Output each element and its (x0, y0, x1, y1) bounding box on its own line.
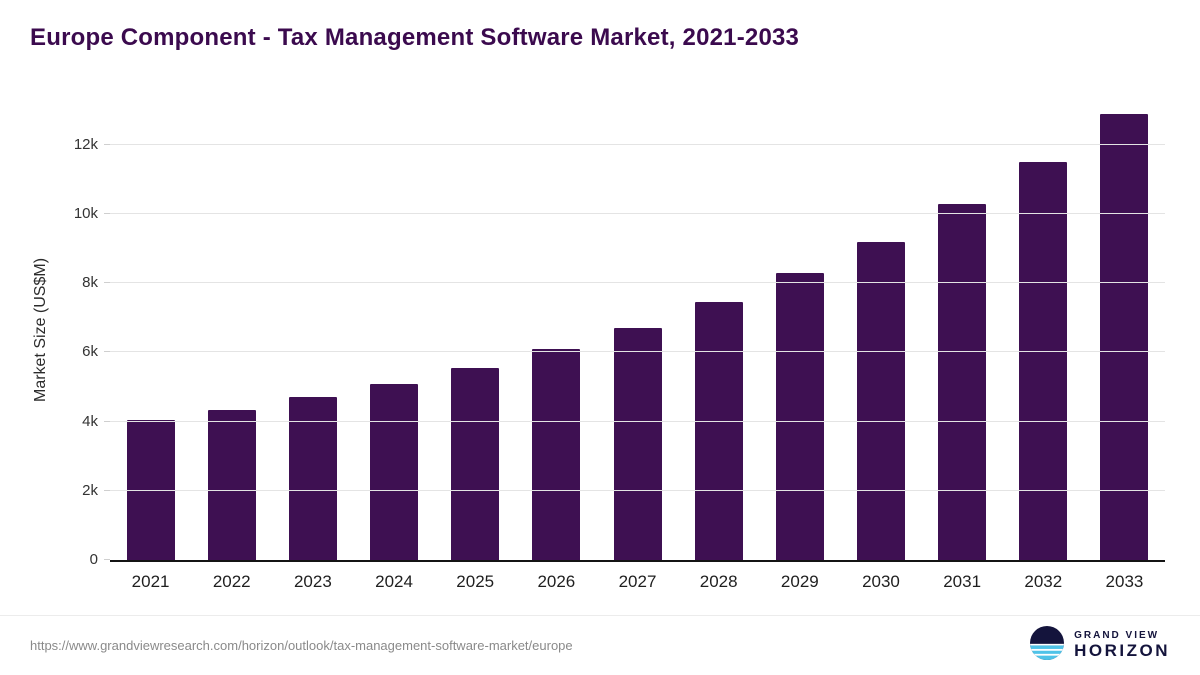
bar-2028 (694, 302, 743, 560)
bar-slot (272, 100, 353, 560)
gridline (110, 144, 1165, 145)
page-title: Europe Component - Tax Management Softwa… (30, 24, 800, 51)
x-tick-label: 2029 (780, 572, 819, 591)
x-tick-label: 2024 (375, 572, 413, 591)
bar-slot (1003, 100, 1084, 560)
x-tick-label: 2027 (618, 572, 657, 591)
bar-slot (110, 100, 191, 560)
bar-slot (353, 100, 434, 560)
x-tick-label: 2023 (293, 572, 332, 591)
footer: https://www.grandviewresearch.com/horizo… (0, 615, 1200, 675)
x-tick-label: 2028 (699, 572, 738, 591)
bar-slot (516, 100, 597, 560)
y-tick-label: 12k (73, 136, 98, 153)
bar-2033 (1100, 114, 1149, 560)
x-tick-label: 2021 (131, 572, 170, 591)
bar-2025 (451, 368, 500, 560)
y-tick-mark (104, 351, 110, 352)
gridline (110, 490, 1165, 491)
bar-2032 (1019, 162, 1068, 560)
gridline (110, 282, 1165, 283)
bar-slot (759, 100, 840, 560)
y-tick-mark (104, 282, 110, 283)
bar-slot (1084, 100, 1165, 560)
x-tick-label: 2032 (1024, 572, 1063, 591)
bar-slot (191, 100, 272, 560)
y-tick-mark (104, 144, 110, 145)
bar-2029 (775, 273, 824, 560)
bar-2026 (532, 349, 581, 560)
y-tick-label: 4k (82, 413, 98, 430)
bar-2023 (288, 397, 337, 560)
x-tick-label: 2033 (1105, 572, 1144, 591)
x-tick-label: 2025 (456, 572, 495, 591)
y-tick-label: 6k (82, 343, 98, 360)
y-tick-label: 0 (89, 551, 98, 568)
brand-logo: GRAND VIEW HORIZON (1030, 626, 1170, 665)
y-tick-mark (104, 559, 110, 560)
gridline (110, 213, 1165, 214)
gridline (110, 421, 1165, 422)
y-tick-mark (104, 421, 110, 422)
bar-slot (678, 100, 759, 560)
bar-slot (435, 100, 516, 560)
bar-slot (922, 100, 1003, 560)
bar-2022 (207, 410, 256, 560)
bar-slot (597, 100, 678, 560)
y-tick-mark (104, 213, 110, 214)
source-url: https://www.grandviewresearch.com/horizo… (30, 638, 573, 653)
bar-2030 (856, 242, 905, 560)
logo-text: GRAND VIEW HORIZON (1074, 630, 1170, 661)
y-tick-mark (104, 490, 110, 491)
bar-2031 (938, 204, 987, 560)
bars-container (110, 100, 1165, 560)
y-tick-label: 10k (73, 205, 98, 222)
y-tick-label: 8k (82, 274, 98, 291)
logo-text-bottom: HORIZON (1074, 641, 1170, 661)
logo-text-top: GRAND VIEW (1074, 629, 1160, 641)
x-tick-label: 2022 (212, 572, 251, 591)
gridline (110, 351, 1165, 352)
x-tick-label: 2026 (537, 572, 576, 591)
bar-chart: Market Size (US$M) 0 2k 4k 6k 8k 10k 12k 2021 2… (30, 100, 1165, 600)
plot-area: 0 2k 4k 6k 8k 10k 12k (74, 100, 1165, 568)
bar-2027 (613, 328, 662, 560)
y-tick-label: 2k (82, 482, 98, 499)
x-tick-label: 2030 (862, 572, 900, 591)
x-tick-label: 2031 (943, 572, 982, 591)
bar-slot (840, 100, 921, 560)
x-axis-labels: 2021 2022 2023 2024 2025 2026 2027 2028 2029 2030… (110, 568, 1165, 596)
horizon-logo-icon (1030, 626, 1065, 665)
bar-2024 (370, 384, 419, 560)
